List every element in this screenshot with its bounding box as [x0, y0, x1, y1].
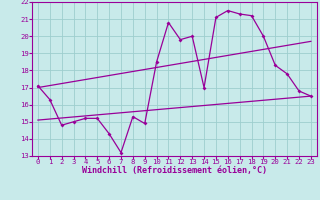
X-axis label: Windchill (Refroidissement éolien,°C): Windchill (Refroidissement éolien,°C) — [82, 166, 267, 175]
